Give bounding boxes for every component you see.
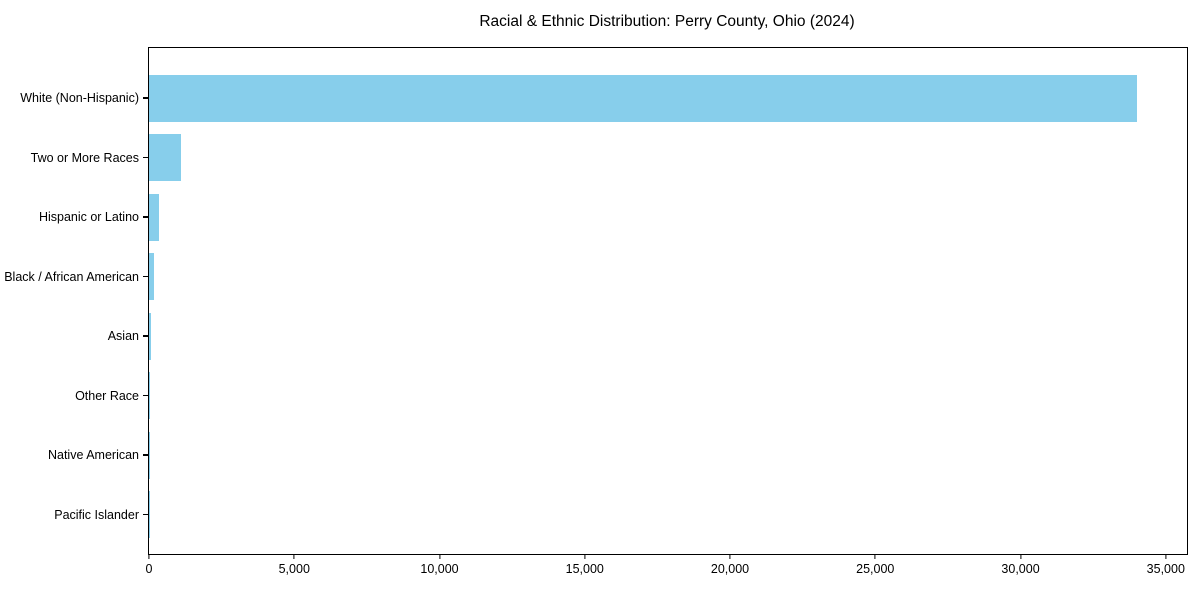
x-tick-label: 5,000: [278, 562, 310, 576]
bar-two-or-more-races: [149, 134, 181, 181]
x-tick-mark: [584, 554, 586, 559]
bar-native-american: [149, 431, 150, 479]
x-tick-label: 25,000: [856, 562, 895, 576]
y-tick-mark: [143, 394, 148, 397]
y-tick-label: Two or More Races: [30, 150, 139, 165]
x-tick-label: 0: [145, 562, 153, 576]
y-tick-mark: [143, 156, 148, 159]
y-tick-label: Pacific Islander: [54, 507, 139, 522]
x-tick-mark: [438, 554, 441, 559]
x-tick-label: 10,000: [420, 562, 459, 576]
y-tick-label: Other Race: [75, 388, 139, 403]
y-tick-mark: [143, 454, 148, 456]
y-tick-label: Native American: [47, 448, 139, 462]
bar-other-race: [149, 372, 151, 419]
bar-asian: [149, 312, 151, 360]
bar-white-non-hispanic: [149, 74, 1137, 122]
x-tick-label: 35,000: [1146, 562, 1185, 576]
y-tick-label: Asian: [107, 329, 139, 343]
x-tick-mark: [1019, 554, 1022, 559]
x-tick-label: 20,000: [710, 562, 750, 576]
y-tick-mark: [143, 513, 148, 516]
x-tick-mark: [148, 554, 150, 559]
x-tick-mark: [1165, 554, 1167, 559]
x-tick-label: 15,000: [565, 562, 604, 576]
y-tick-label: Black / African American: [4, 269, 139, 284]
plot-area: White (Non-Hispanic) Two or More Races His…: [4, 47, 1188, 576]
y-tick-mark: [143, 275, 148, 278]
x-tick-mark: [729, 554, 731, 559]
y-tick-mark: [143, 97, 148, 99]
bar-black-african-american: [149, 253, 154, 300]
bar-hispanic-or-latino: [149, 193, 160, 241]
x-tick-mark: [293, 554, 295, 559]
x-tick-mark: [874, 554, 876, 559]
chart-title: Racial & Ethnic Distribution: Perry Coun…: [479, 13, 855, 30]
x-tick-label: 30,000: [1001, 562, 1040, 576]
y-tick-mark: [143, 216, 148, 218]
y-tick-mark: [143, 335, 148, 337]
y-tick-label: White (Non-Hispanic): [20, 91, 139, 105]
y-tick-label: Hispanic or Latino: [38, 210, 139, 224]
